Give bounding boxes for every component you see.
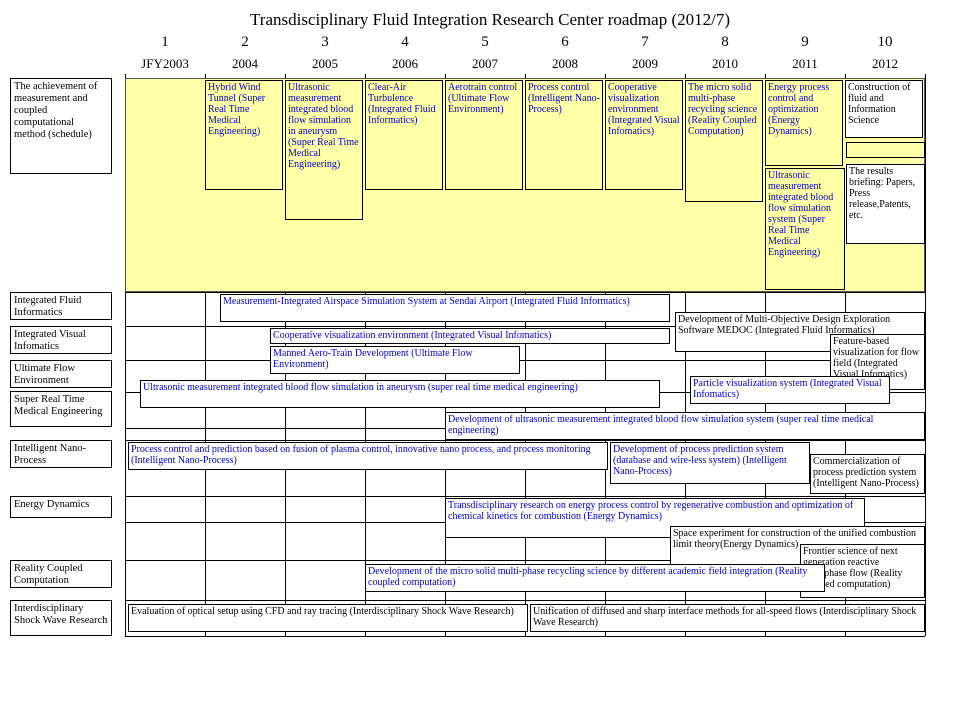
col-year: 2006 — [365, 56, 445, 72]
achievement-box: Hybrid Wind Tunnel (Super Real Time Medi… — [205, 80, 283, 190]
col-year: 2007 — [445, 56, 525, 72]
achievement-box: Ultrasonic measurement integrated blood … — [285, 80, 363, 220]
page-title: Transdisciplinary Fluid Integration Rese… — [10, 10, 960, 30]
col-year: 2012 — [845, 56, 925, 72]
achievement-box: Energy process control and optimization … — [765, 80, 843, 166]
col-year: 2011 — [765, 56, 845, 72]
achievement-box: Construction of fluid and Information Sc… — [845, 80, 923, 138]
col-number: 10 — [845, 34, 925, 51]
grid-hline — [125, 292, 925, 293]
row-label: Reality Coupled Computation — [10, 560, 112, 588]
col-number: 2 — [205, 34, 285, 51]
achievement-box: The results briefing: Papers, Press rele… — [846, 164, 925, 244]
activity-bar: Development of ultrasonic measurement in… — [445, 412, 925, 440]
achievement-box: The micro solid multi-phase recycling sc… — [685, 80, 763, 202]
activity-bar: Manned Aero-Train Development (Ultimate … — [270, 346, 520, 374]
row-label: Integrated Visual Infomatics — [10, 326, 112, 354]
activity-bar: Process control and prediction based on … — [128, 442, 608, 470]
col-year: 2010 — [685, 56, 765, 72]
col-year: 2005 — [285, 56, 365, 72]
activity-bar: Unification of diffused and sharp interf… — [530, 604, 925, 632]
grid-hline — [125, 636, 925, 637]
grid-hline — [125, 600, 925, 601]
activity-bar: Development of process prediction system… — [610, 442, 810, 484]
col-year: 2009 — [605, 56, 685, 72]
grid-hline — [125, 440, 925, 441]
achievement-box — [846, 142, 925, 158]
achievement-box: Cooperative visualization environment (I… — [605, 80, 683, 190]
col-year: 2008 — [525, 56, 605, 72]
activity-bar: Measurement-Integrated Airspace Simulati… — [220, 294, 670, 322]
achievement-box: Aerotrain control (Ultimate Flow Environ… — [445, 80, 523, 190]
col-number: 4 — [365, 34, 445, 51]
col-number: 6 — [525, 34, 605, 51]
achievement-box: Clear-Air Turbulence (Integrated Fluid I… — [365, 80, 443, 190]
col-number: 8 — [685, 34, 765, 51]
activity-bar: Commercialization of process prediction … — [810, 454, 925, 494]
row-label: Energy Dynamics — [10, 496, 112, 518]
row-label: Intelligent Nano-Process — [10, 440, 112, 468]
col-number: 5 — [445, 34, 525, 51]
col-number: 3 — [285, 34, 365, 51]
grid-vline — [925, 74, 926, 636]
activity-bar: Particle visualization system (Integrate… — [690, 376, 890, 404]
activity-bar: Ultrasonic measurement integrated blood … — [140, 380, 660, 408]
row-label: Interdisciplinary Shock Wave Research — [10, 600, 112, 636]
row-label: Integrated Fluid Informatics — [10, 292, 112, 320]
col-number: 9 — [765, 34, 845, 51]
col-year: 2004 — [205, 56, 285, 72]
grid-hline — [125, 360, 925, 361]
row-label: Ultimate Flow Environment — [10, 360, 112, 388]
achievement-box: Ultrasonic measurement integrated blood … — [765, 168, 845, 290]
col-number: 1 — [125, 34, 205, 51]
col-year: JFY2003 — [125, 56, 205, 72]
activity-bar: Evaluation of optical setup using CFD an… — [128, 604, 528, 632]
row-label: The achievement of measurement and coupl… — [10, 78, 112, 174]
grid-hline — [125, 496, 925, 497]
activity-bar: Development of the micro solid multi-pha… — [365, 564, 825, 592]
col-number: 7 — [605, 34, 685, 51]
row-label: Super Real Time Medical Engineering — [10, 391, 112, 427]
activity-bar: Cooperative visualization environment (I… — [270, 328, 670, 344]
achievement-box: Process control (Intelligent Nano-Proces… — [525, 80, 603, 190]
roadmap-grid: 1JFY200322004320054200652007620087200982… — [10, 34, 930, 694]
